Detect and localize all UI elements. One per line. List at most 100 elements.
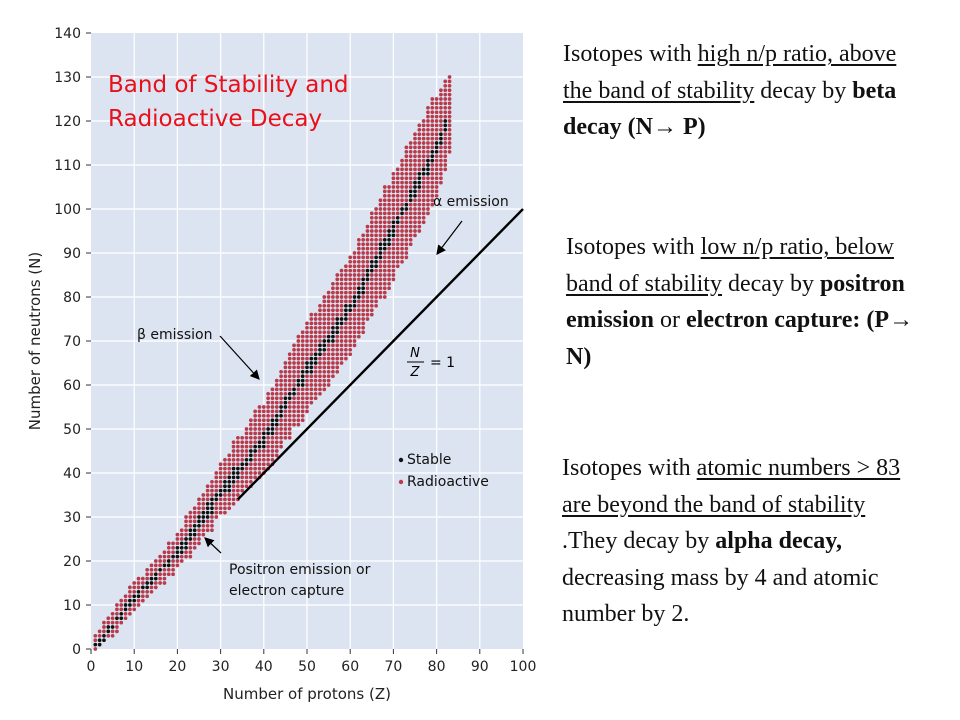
radioactive-isotope-dot xyxy=(218,466,223,471)
stable-isotope-dot xyxy=(404,202,409,207)
radioactive-isotope-dot xyxy=(413,198,417,203)
radioactive-isotope-dot xyxy=(421,207,426,211)
radioactive-isotope-dot xyxy=(426,193,430,198)
radioactive-isotope-dot xyxy=(331,321,335,326)
radioactive-isotope-dot xyxy=(201,523,206,528)
radioactive-isotope-dot xyxy=(348,268,353,273)
radioactive-isotope-dot xyxy=(421,185,426,189)
stable-isotope-dot xyxy=(305,369,309,374)
stable-isotope-dot xyxy=(115,616,119,621)
stable-isotope-dot xyxy=(274,422,279,427)
stable-isotope-dot xyxy=(331,339,335,343)
radioactive-isotope-dot xyxy=(257,457,262,462)
radioactive-isotope-dot xyxy=(400,220,404,225)
radioactive-isotope-dot xyxy=(400,163,404,167)
radioactive-isotope-dot xyxy=(404,189,409,194)
radioactive-isotope-dot xyxy=(257,422,262,427)
radioactive-isotope-dot xyxy=(344,347,348,352)
stable-isotope-dot xyxy=(300,374,305,379)
radioactive-isotope-dot xyxy=(313,339,318,343)
stable-isotope-dot xyxy=(309,356,314,361)
radioactive-isotope-dot xyxy=(296,396,301,401)
stable-isotope-dot xyxy=(210,497,214,502)
radioactive-isotope-dot xyxy=(331,317,335,321)
radioactive-isotope-dot xyxy=(93,633,98,638)
radioactive-isotope-dot xyxy=(395,242,400,247)
radioactive-isotope-dot xyxy=(210,528,214,533)
radioactive-isotope-dot xyxy=(369,308,374,313)
radioactive-isotope-dot xyxy=(115,629,119,634)
radioactive-isotope-dot xyxy=(395,193,400,198)
radioactive-isotope-dot xyxy=(248,418,253,423)
radioactive-isotope-dot xyxy=(344,268,348,273)
radioactive-isotope-dot xyxy=(331,290,335,295)
radioactive-isotope-dot xyxy=(296,365,301,370)
radioactive-isotope-dot xyxy=(348,290,353,295)
radioactive-isotope-dot xyxy=(421,202,426,207)
radioactive-isotope-dot xyxy=(382,281,387,286)
radioactive-isotope-dot xyxy=(292,400,296,405)
note-text-run: high n/p ratio, above the band of stabil… xyxy=(563,41,897,104)
radioactive-isotope-dot xyxy=(430,145,435,150)
radioactive-isotope-dot xyxy=(296,418,301,423)
radioactive-isotope-dot xyxy=(348,347,353,352)
radioactive-isotope-dot xyxy=(426,189,430,194)
stable-isotope-dot xyxy=(374,264,378,269)
radioactive-isotope-dot xyxy=(192,545,197,550)
nz-equals-one-line xyxy=(237,208,524,501)
radioactive-isotope-dot xyxy=(322,365,327,370)
radioactive-isotope-dot xyxy=(356,325,361,330)
radioactive-isotope-dot xyxy=(240,471,245,475)
radioactive-isotope-dot xyxy=(331,343,335,348)
note-heavy-nuclei: Isotopes with atomic numbers > 83 are be… xyxy=(562,450,922,633)
stable-isotope-dot xyxy=(387,233,391,238)
radioactive-isotope-dot xyxy=(344,343,348,348)
radioactive-isotope-dot xyxy=(261,457,266,462)
stable-isotope-dot xyxy=(279,409,283,414)
radioactive-isotope-dot xyxy=(287,383,292,387)
radioactive-isotope-dot xyxy=(296,352,301,357)
radioactive-isotope-dot xyxy=(309,339,314,343)
radioactive-isotope-dot xyxy=(395,202,400,207)
radioactive-isotope-dot xyxy=(322,334,327,339)
radioactive-isotope-dot xyxy=(447,149,452,154)
radioactive-isotope-dot xyxy=(361,242,366,247)
stable-isotope-dot xyxy=(231,475,236,480)
radioactive-isotope-dot xyxy=(434,136,439,141)
radioactive-isotope-dot xyxy=(417,145,422,150)
radioactive-isotope-dot xyxy=(300,334,305,339)
radioactive-isotope-dot xyxy=(326,321,331,326)
radioactive-isotope-dot xyxy=(352,308,357,313)
stable-isotope-dot xyxy=(179,545,184,550)
radioactive-isotope-dot xyxy=(443,158,448,163)
stable-isotope-dot xyxy=(356,286,361,291)
radioactive-isotope-dot xyxy=(287,418,292,423)
radioactive-isotope-dot xyxy=(447,123,452,128)
stable-isotope-dot xyxy=(244,462,249,467)
stable-isotope-dot xyxy=(236,475,240,480)
radioactive-isotope-dot xyxy=(404,211,409,216)
radioactive-isotope-dot xyxy=(305,400,309,405)
radioactive-isotope-dot xyxy=(378,290,383,295)
stable-isotope-dot xyxy=(352,299,357,304)
radioactive-isotope-dot xyxy=(110,611,115,616)
radioactive-isotope-dot xyxy=(253,413,258,418)
stable-isotope-dot xyxy=(184,541,188,546)
alpha-emission-label: α emission xyxy=(433,194,509,210)
y-tick-label: 100 xyxy=(54,202,81,218)
y-tick-label: 0 xyxy=(72,642,81,658)
radioactive-isotope-dot xyxy=(417,207,422,211)
radioactive-isotope-dot xyxy=(417,149,422,154)
radioactive-isotope-dot xyxy=(318,374,322,379)
radioactive-isotope-dot xyxy=(352,277,357,282)
stable-isotope-dot xyxy=(231,466,236,471)
radioactive-isotope-dot xyxy=(348,255,353,260)
radioactive-isotope-dot xyxy=(400,246,404,251)
radioactive-isotope-dot xyxy=(261,449,266,453)
stable-isotope-dot xyxy=(153,576,158,581)
beta-emission-label: β emission xyxy=(137,327,212,343)
stable-isotope-dot xyxy=(192,532,197,537)
radioactive-isotope-dot xyxy=(305,396,309,401)
stable-isotope-dot xyxy=(175,545,180,550)
radioactive-isotope-dot xyxy=(231,449,236,453)
